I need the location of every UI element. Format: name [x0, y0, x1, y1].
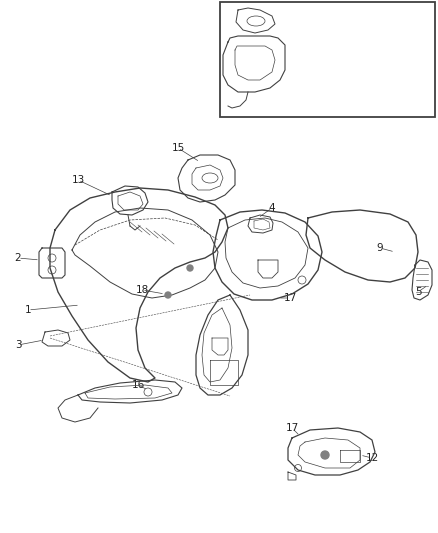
Text: 17: 17 — [283, 293, 297, 303]
Text: 15: 15 — [171, 143, 185, 153]
Circle shape — [187, 265, 193, 271]
Circle shape — [321, 451, 329, 459]
Text: 2: 2 — [15, 253, 21, 263]
Text: 14: 14 — [378, 73, 392, 83]
Text: 9: 9 — [377, 243, 383, 253]
Text: 5: 5 — [415, 287, 421, 297]
Text: 18: 18 — [135, 285, 148, 295]
Bar — [220, 2, 435, 117]
Text: 3: 3 — [15, 340, 21, 350]
Text: 16: 16 — [131, 380, 145, 390]
Text: 4: 4 — [268, 203, 276, 213]
Circle shape — [165, 292, 171, 298]
Text: 1: 1 — [25, 305, 31, 315]
Text: 12: 12 — [365, 453, 378, 463]
Text: 13: 13 — [71, 175, 85, 185]
Text: 17: 17 — [286, 423, 299, 433]
